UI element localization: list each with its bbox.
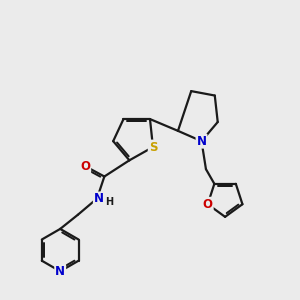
Text: O: O xyxy=(203,198,213,211)
Text: N: N xyxy=(55,265,65,278)
Text: N: N xyxy=(196,135,206,148)
Text: H: H xyxy=(105,196,113,206)
Text: O: O xyxy=(80,160,90,173)
Text: N: N xyxy=(94,192,103,205)
Text: S: S xyxy=(149,141,157,154)
